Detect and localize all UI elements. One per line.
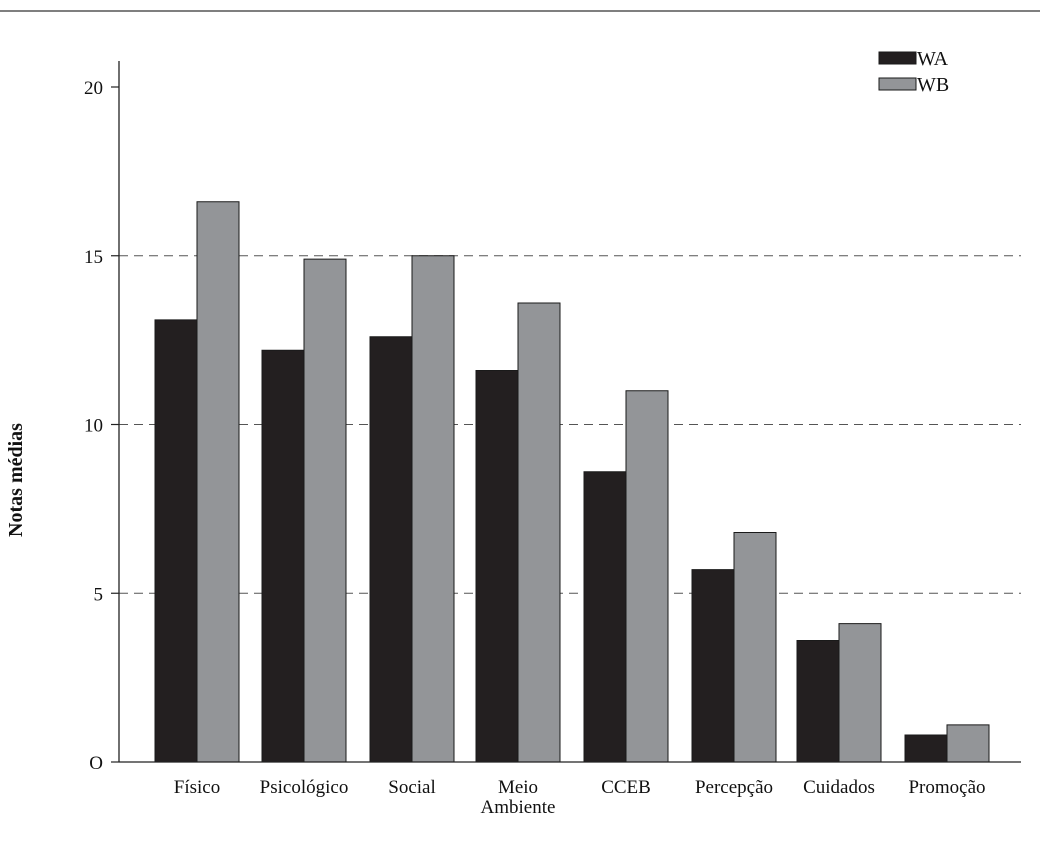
bar-wa [261, 349, 305, 763]
y-tick-label: 5 [94, 584, 104, 605]
legend-label-wa: WA [917, 48, 949, 70]
legend-swatch-wb [878, 77, 917, 91]
bar-wa [369, 336, 413, 763]
x-category-label: Cuidados [803, 777, 875, 798]
y-ticks: O 5 10 15 20 [84, 78, 119, 774]
legend: WA WB [878, 48, 949, 96]
bar-wa [583, 471, 627, 763]
bar-wb [303, 258, 347, 763]
x-category-label: Psicológico [260, 777, 349, 798]
x-category-label: Meio [498, 777, 538, 798]
legend-label-wb: WB [917, 74, 949, 96]
y-axis-label: Notas médias [5, 423, 27, 537]
legend-swatch-wa [878, 51, 917, 65]
bar-wb [411, 255, 455, 763]
y-tick-label: 15 [84, 247, 103, 268]
x-category-label: Ambiente [481, 797, 556, 818]
x-category-label: Social [388, 777, 436, 798]
bar-wb [196, 201, 240, 763]
x-category-label: Percepção [695, 777, 773, 798]
bar-wa [475, 370, 519, 763]
bars [154, 201, 990, 763]
y-tick-label: 20 [84, 78, 103, 99]
axes [118, 61, 1021, 763]
bar-wa [796, 640, 840, 763]
bar-wb [733, 532, 777, 763]
y-tick-label: O [89, 753, 103, 774]
y-tick-label: 10 [84, 416, 103, 437]
bar-wb [625, 390, 669, 763]
bar-wb [838, 623, 882, 763]
bar-wa [904, 734, 948, 763]
x-category-label: Físico [174, 777, 220, 798]
bar-wa [691, 569, 735, 763]
bar-wb [946, 724, 990, 763]
x-category-label: CCEB [601, 777, 651, 798]
bar-wb [517, 302, 561, 763]
bar-wa [154, 319, 198, 763]
x-category-label: Promoção [908, 777, 985, 798]
gridlines [119, 255, 1021, 594]
